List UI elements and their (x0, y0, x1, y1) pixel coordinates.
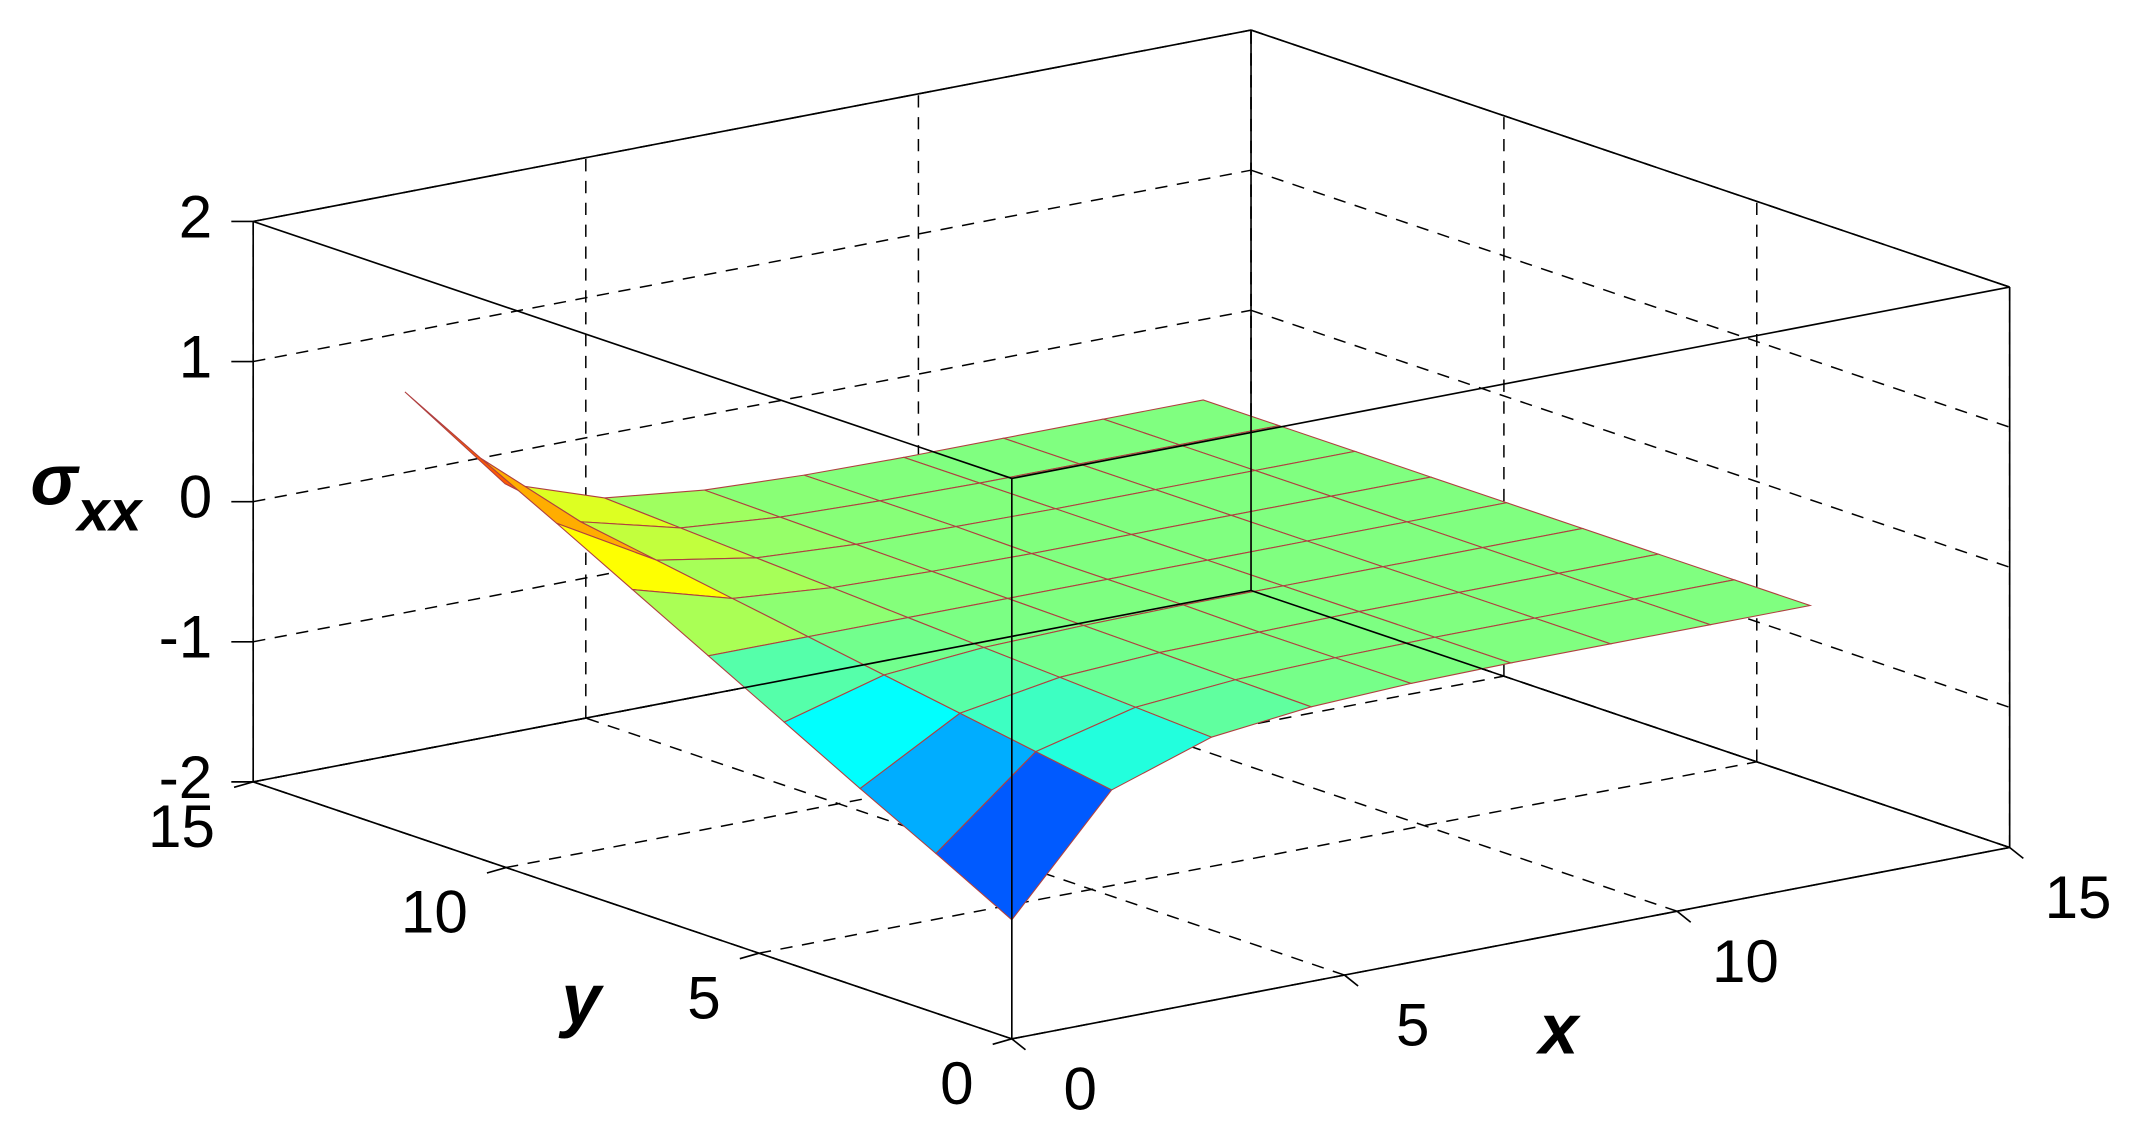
y-tick-label: 15 (148, 793, 215, 860)
y-tick (233, 781, 254, 789)
grid-line (253, 169, 1252, 363)
x-tick (1676, 910, 1692, 923)
y-tick (486, 866, 507, 874)
y-tick (992, 1038, 1013, 1046)
y-axis-label: y (558, 960, 604, 1039)
z-tick-label: 1 (179, 323, 212, 390)
box-edge (252, 781, 1013, 1040)
z-axis-label-main: σ (30, 441, 80, 520)
x-axis-label: x (1535, 991, 1581, 1070)
z-tick-label: -1 (159, 604, 212, 671)
x-tick (1343, 974, 1359, 987)
grid-line (253, 309, 1252, 503)
z-tick-label: -2 (159, 744, 212, 811)
z-tick-label: 2 (179, 183, 212, 250)
x-tick-label: 15 (2045, 864, 2112, 931)
labels: y x σxx -2 -1 0 1 2 0 5 10 15 0 5 10 15 (30, 183, 2111, 1122)
y-tick-label: 0 (940, 1050, 973, 1117)
grid-line (1250, 309, 2010, 568)
y-tick-label: 10 (401, 879, 468, 946)
box-edge (1250, 29, 2010, 288)
surface (404, 391, 1813, 921)
surface-patch (935, 750, 1113, 921)
z-axis-label-subscript: xx (75, 479, 144, 543)
y-tick (739, 952, 760, 960)
box (252, 29, 2011, 1040)
box-edge (1250, 589, 2010, 849)
box-edge (253, 29, 1252, 223)
box-edge (252, 220, 1013, 480)
box-edge (1011, 846, 2010, 1040)
grid-line (758, 761, 1757, 954)
y-tick-label: 5 (687, 964, 720, 1031)
x-tick-label: 10 (1712, 928, 1779, 995)
z-tick-label: 0 (179, 464, 212, 531)
x-tick (1011, 1038, 1027, 1051)
z-axis-label: σxx (30, 441, 143, 543)
x-tick-label: 5 (1396, 992, 1429, 1059)
box-edge (1011, 286, 2010, 480)
x-tick-label: 0 (1063, 1055, 1096, 1122)
box-edge (253, 589, 1252, 783)
grid-line (1250, 169, 2010, 428)
x-tick (2009, 846, 2024, 860)
